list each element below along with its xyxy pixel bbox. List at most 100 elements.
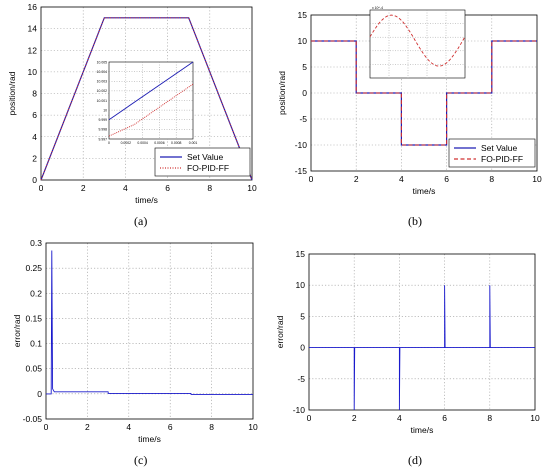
- plot-frame: [40, 6, 253, 181]
- y-tick-label: 14: [28, 24, 38, 34]
- y-axis-label: position/rad: [7, 71, 17, 115]
- y-tick-label: 0: [37, 389, 42, 399]
- inset-exponent: x 10^-4: [372, 6, 383, 10]
- x-tick-label: 6: [444, 174, 449, 184]
- x-tick-label: 2: [85, 422, 90, 432]
- y-tick-label: 10: [28, 67, 38, 77]
- x-tick-label: 10: [532, 174, 542, 184]
- series-line-error: [46, 250, 253, 395]
- inset-series-line: [369, 14, 466, 67]
- y-tick-label: 8: [32, 89, 37, 99]
- y-tick-label: -10: [295, 140, 308, 150]
- y-axis-label: error/rad: [12, 314, 22, 347]
- x-tick-label: 8: [209, 422, 214, 432]
- y-tick-label: -5: [297, 374, 305, 384]
- inset-y-tick-label: 10.002: [97, 89, 107, 93]
- y-axis-label: position/rad: [277, 71, 287, 115]
- x-tick-label: 4: [397, 413, 402, 423]
- x-tick-label: 0: [307, 413, 312, 423]
- inset-y-tick-label: 10.003: [97, 80, 107, 84]
- inset-x-tick-label: 0.0006: [154, 141, 164, 145]
- inset-x-tick-label: 0.001: [189, 141, 198, 145]
- series-line-fo-pid-ff: [311, 40, 537, 146]
- x-tick-label: 2: [352, 413, 357, 423]
- legend-label: Set Value: [481, 143, 518, 153]
- legend-label: Set Value: [187, 152, 224, 162]
- caption-b: (b): [408, 214, 422, 228]
- y-tick-label: 10: [298, 36, 308, 46]
- legend-box: [448, 138, 536, 168]
- plot-frame: [308, 253, 536, 411]
- x-tick-label: 10: [248, 422, 258, 432]
- y-tick-label: 15: [296, 249, 306, 259]
- y-tick-label: 0: [32, 175, 37, 185]
- legend-label: FO-PID-FF: [481, 154, 523, 164]
- x-axis-label: time/s: [413, 186, 436, 196]
- y-tick-label: 2: [32, 153, 37, 163]
- inset-y-tick-label: 9.998: [99, 128, 108, 132]
- y-tick-label: 0.3: [30, 238, 42, 248]
- y-tick-label: 6: [32, 110, 37, 120]
- x-tick-label: 8: [207, 183, 212, 193]
- x-tick-label: 10: [530, 413, 540, 423]
- x-tick-label: 0: [39, 183, 44, 193]
- y-tick-label: 0.1: [30, 339, 42, 349]
- y-tick-label: 0.15: [25, 313, 42, 323]
- inset-y-tick-label: 10.004: [97, 70, 107, 74]
- y-tick-label: 10: [296, 280, 306, 290]
- y-tick-label: 12: [28, 45, 38, 55]
- x-tick-label: 4: [126, 422, 131, 432]
- series-line-fo-pid-ff: [40, 17, 253, 181]
- y-tick-label: -0.05: [23, 414, 43, 424]
- inset-series-line: [108, 61, 194, 121]
- x-tick-label: 0: [309, 174, 314, 184]
- plot-area: [46, 243, 253, 419]
- inset-series-line: [108, 83, 194, 137]
- y-axis-label: error/rad: [275, 315, 285, 348]
- inset-y-tick-label: 10: [103, 108, 107, 112]
- x-tick-label: 4: [123, 183, 128, 193]
- y-tick-label: -5: [299, 114, 307, 124]
- chart-panel-c: 0 2 4 6 8 10-0.0500.050.10.150.20.250.3time/s…: [12, 238, 258, 444]
- legend-label: FO-PID-FF: [187, 163, 229, 173]
- x-tick-label: 4: [399, 174, 404, 184]
- plot-frame: [45, 242, 254, 420]
- y-tick-label: 0.2: [30, 288, 42, 298]
- x-tick-label: 0: [44, 422, 49, 432]
- y-tick-label: -10: [293, 405, 306, 415]
- x-tick-label: 2: [354, 174, 359, 184]
- x-axis-label: time/s: [138, 434, 161, 444]
- inset-x-tick-label: 0: [108, 141, 110, 145]
- chart-panel-b: 0 2 4 6 8 10 -15 -10 -5 0 5 10 15 time/s position/rad S…: [277, 6, 542, 196]
- inset-plot: x 10^-4: [369, 6, 466, 79]
- x-tick-label: 8: [487, 413, 492, 423]
- inset-y-tick-label: 10.005: [97, 60, 107, 64]
- plot-area: [309, 254, 535, 410]
- y-tick-label: 0.25: [25, 263, 42, 273]
- y-tick-label: 4: [32, 132, 37, 142]
- y-tick-label: -15: [295, 166, 308, 176]
- inset-y-tick-label: 9.999: [99, 118, 108, 122]
- x-tick-label: 6: [165, 183, 170, 193]
- chart-panel-d: 0 2 4 6 8 10 -10 -5 0 5 10 15 time/s error/rad: [275, 249, 540, 435]
- x-axis-label: time/s: [411, 425, 434, 435]
- inset-y-tick-label: 9.997: [99, 137, 108, 141]
- y-tick-label: 0: [302, 88, 307, 98]
- y-tick-label: 0: [300, 343, 305, 353]
- caption-c: (c): [134, 453, 148, 467]
- caption-d: (d): [408, 453, 422, 467]
- y-tick-label: 0.05: [25, 364, 42, 374]
- inset-y-tick-label: 10.001: [97, 99, 107, 103]
- y-tick-label: 5: [302, 62, 307, 72]
- x-tick-label: 10: [247, 183, 257, 193]
- y-tick-label: 5: [300, 311, 305, 321]
- inset-x-tick-label: 0.0002: [121, 141, 131, 145]
- x-axis-label: time/s: [135, 195, 158, 205]
- inset-x-tick-label: 0.0004: [137, 141, 147, 145]
- x-tick-label: 2: [81, 183, 86, 193]
- x-tick-label: 8: [489, 174, 494, 184]
- legend-box: [154, 147, 251, 177]
- y-tick-label: 16: [28, 2, 38, 12]
- chart-panel-a: 0 2 4 6 8 10 0 2 4 6 8 10 12 14 16 time/s position/rad Se…: [7, 2, 257, 205]
